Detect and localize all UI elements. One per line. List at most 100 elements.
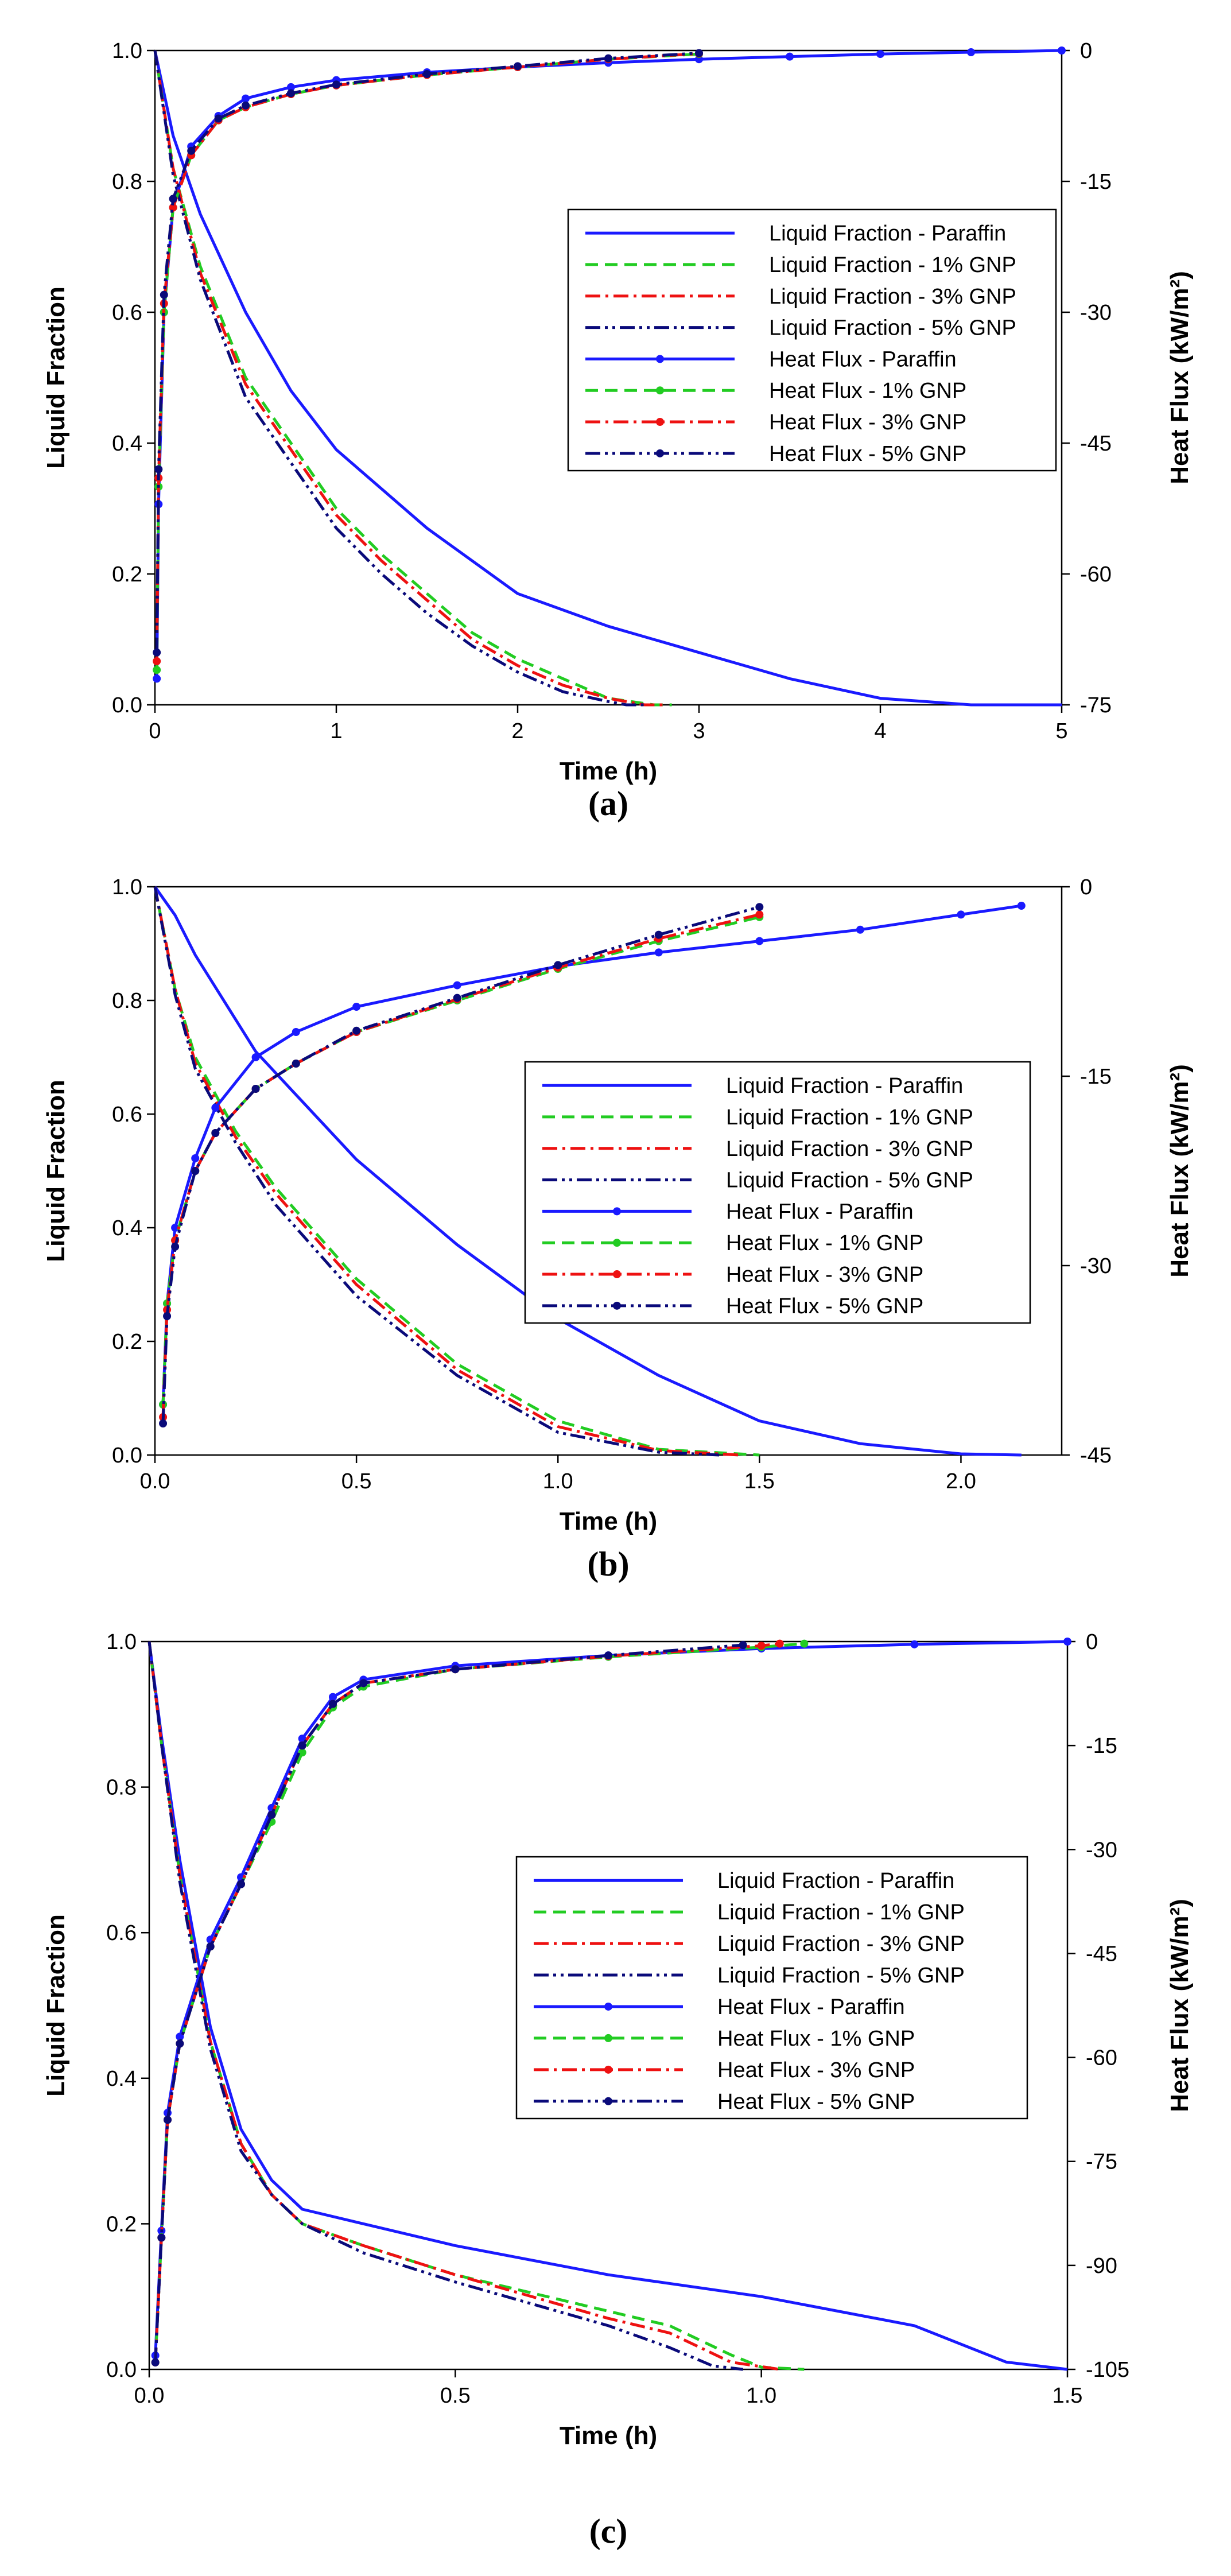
legend-label: Heat Flux - 3% GNP — [726, 1263, 923, 1287]
data-point — [695, 49, 703, 57]
data-point — [298, 1741, 306, 1750]
y-tick-label: 0.2 — [112, 1330, 142, 1354]
y-tick-label: 0.4 — [112, 1216, 142, 1240]
legend-label: Liquid Fraction - 5% GNP — [726, 1169, 973, 1193]
y2-tick-label: 0 — [1080, 39, 1092, 63]
data-point — [163, 1312, 172, 1320]
data-point — [151, 2358, 160, 2366]
chart-panel-b: 0.0 0.5 1.0 1.5 2.0 0.0 0.2 0.4 0.6 0.8 1.0 -45 -30 -… — [42, 875, 1194, 1583]
y-tick-label: 0.6 — [112, 301, 142, 325]
x-axis-label: Time (h) — [560, 1507, 657, 1535]
data-point — [957, 910, 965, 919]
data-point — [191, 1167, 200, 1175]
x-tick-label: 0.5 — [440, 2384, 471, 2408]
legend-marker — [613, 1270, 621, 1279]
data-point — [214, 114, 223, 123]
y-tick-label: 0.6 — [106, 1921, 137, 1945]
legend-box — [515, 1856, 1028, 2120]
series-line — [153, 886, 760, 1457]
data-point — [554, 961, 562, 969]
plot-frame — [154, 886, 1063, 1456]
data-point — [153, 674, 161, 683]
data-point — [856, 925, 864, 934]
legend-marker — [656, 386, 664, 395]
legend-box — [524, 1061, 1031, 1324]
legend-label: Heat Flux - 1% GNP — [726, 1231, 923, 1255]
data-point — [352, 1026, 361, 1035]
panel-caption: (c) — [589, 2512, 628, 2550]
x-tick-label: 3 — [693, 719, 705, 743]
series-line — [161, 905, 760, 1424]
series-line — [147, 1641, 1068, 2371]
data-point — [251, 1085, 260, 1093]
data-point — [359, 1679, 368, 1687]
panel-caption: (b) — [587, 1545, 629, 1583]
data-point — [604, 54, 612, 63]
y2-tick-label: -15 — [1080, 170, 1112, 194]
x-axis-label: Time (h) — [560, 757, 657, 785]
series-line — [153, 50, 645, 707]
series-line — [153, 886, 720, 1457]
y2-tick-label: -45 — [1086, 1942, 1117, 1966]
data-point — [739, 1641, 747, 1650]
y-tick-label: 1.0 — [112, 875, 142, 899]
x-tick-label: 1.5 — [1053, 2384, 1083, 2408]
legend-marker — [604, 2034, 612, 2042]
legend-label: Liquid Fraction - 1% GNP — [717, 1900, 965, 1925]
legend-label: Liquid Fraction - Paraffin — [769, 222, 1006, 246]
data-point — [654, 930, 663, 939]
y-axis-label: Liquid Fraction — [42, 1080, 70, 1262]
legend-marker — [604, 2065, 612, 2074]
y2-tick-label: -105 — [1086, 2358, 1129, 2382]
x-tick-label: 2.0 — [946, 1469, 976, 1493]
data-point — [755, 903, 764, 911]
data-point — [160, 290, 168, 299]
data-point — [755, 910, 764, 919]
data-point — [169, 195, 177, 203]
chart-panel-a: 0 1 2 3 4 5 0.0 0.2 0.4 0.6 0.8 1.0 -75 -60 -45 -30 -15 0… — [42, 39, 1194, 823]
data-point — [171, 1224, 180, 1232]
data-point — [1063, 1638, 1071, 1646]
x-tick-label: 1.0 — [543, 1469, 573, 1493]
series-line — [153, 886, 740, 1457]
data-point — [153, 648, 161, 657]
x-tick-label: 1 — [330, 719, 342, 743]
legend-marker — [613, 1239, 621, 1247]
legend-label: Heat Flux - 1% GNP — [769, 379, 966, 403]
legend-label: Heat Flux - 1% GNP — [717, 2027, 915, 2051]
data-point — [153, 657, 161, 665]
data-point — [292, 1028, 300, 1036]
data-point — [164, 2116, 172, 2124]
legend-label: Liquid Fraction - Paraffin — [726, 1074, 963, 1098]
legend-label: Heat Flux - 3% GNP — [717, 2058, 915, 2082]
x-tick-label: 2 — [511, 719, 523, 743]
data-point — [153, 666, 161, 674]
x-tick-label: 0.0 — [140, 1469, 170, 1493]
y2-tick-label: -30 — [1080, 1254, 1112, 1278]
legend-label: Liquid Fraction - 1% GNP — [769, 253, 1016, 277]
data-point — [237, 1880, 245, 1888]
data-point — [604, 1651, 612, 1660]
data-point — [187, 146, 196, 155]
x-tick-label: 1.5 — [744, 1469, 775, 1493]
data-point — [287, 83, 295, 91]
y2-tick-label: -75 — [1086, 2150, 1117, 2174]
y-tick-label: 0.2 — [112, 562, 142, 587]
data-point — [329, 1700, 337, 1708]
x-tick-label: 1.0 — [746, 2384, 776, 2408]
data-point — [211, 1129, 220, 1137]
data-point — [453, 994, 461, 1002]
y-tick-label: 0.8 — [112, 989, 142, 1013]
x-tick-label: 0.0 — [134, 2384, 165, 2408]
x-tick-label: 4 — [874, 719, 886, 743]
data-point — [242, 101, 250, 110]
y2-tick-label: -15 — [1086, 1734, 1117, 1758]
data-point — [514, 62, 522, 71]
y-tick-label: 0.2 — [106, 2212, 137, 2236]
legend-label: Liquid Fraction - 3% GNP — [726, 1137, 973, 1161]
data-point — [453, 981, 461, 990]
y-axis-label: Liquid Fraction — [42, 1914, 70, 2097]
legend-label: Heat Flux - 5% GNP — [726, 1294, 923, 1318]
series-line — [153, 50, 672, 707]
